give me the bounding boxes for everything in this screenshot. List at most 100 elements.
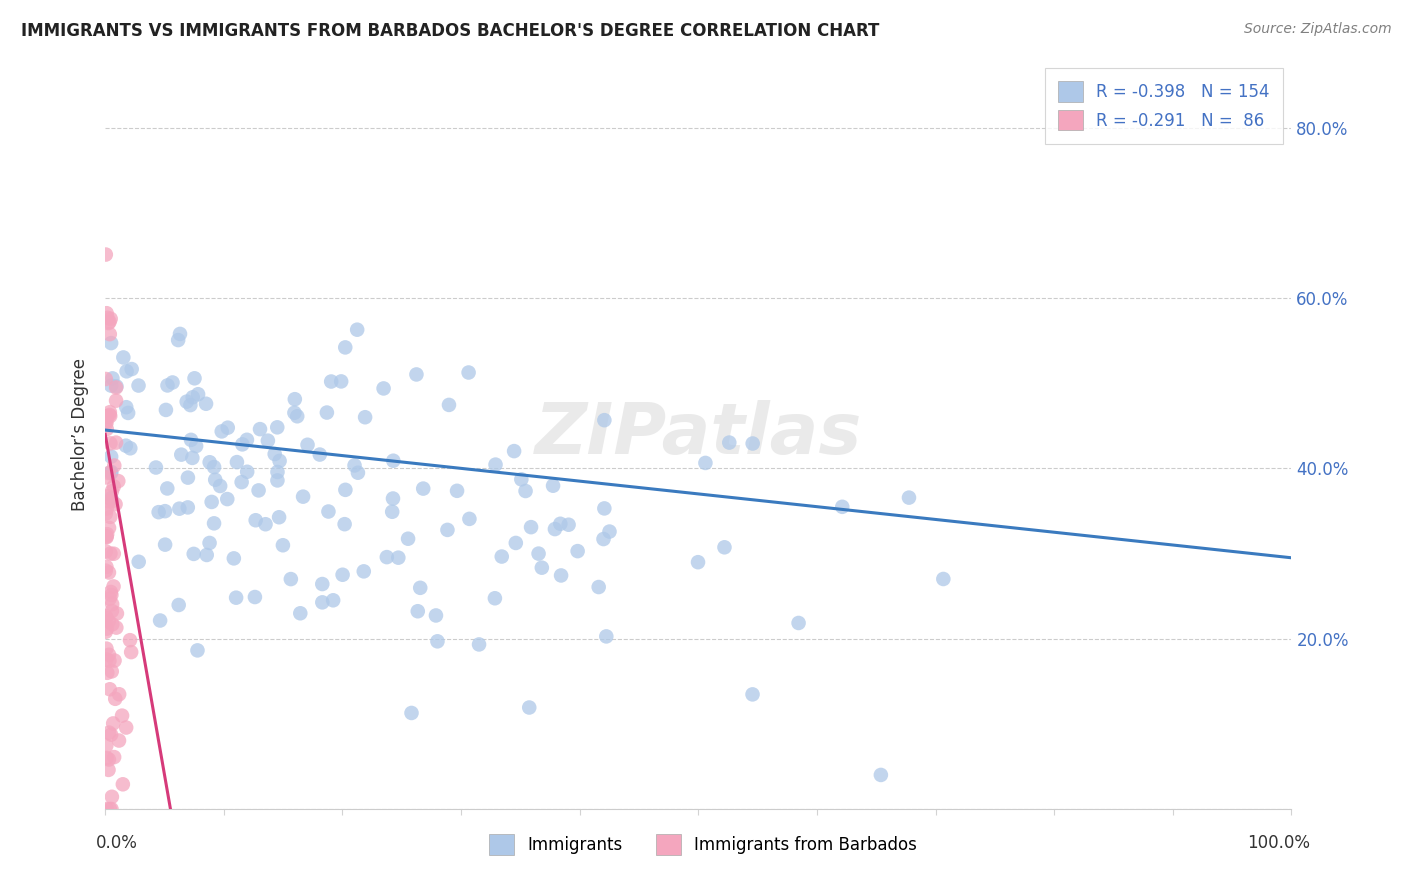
Point	[115, 364, 138, 378]
Point	[222, 551, 245, 566]
Point	[503, 444, 526, 458]
Point	[263, 447, 285, 461]
Point	[101, 789, 124, 804]
Point	[101, 617, 124, 632]
Point	[100, 436, 122, 450]
Point	[96, 560, 118, 574]
Point	[107, 474, 129, 488]
Point	[97, 489, 120, 503]
Point	[97, 316, 120, 330]
Point	[226, 455, 249, 469]
Point	[153, 504, 176, 518]
Point	[180, 433, 202, 447]
Point	[598, 524, 620, 539]
Point	[103, 547, 125, 561]
Point	[96, 416, 118, 430]
Point	[96, 527, 118, 541]
Point	[100, 802, 122, 816]
Point	[96, 751, 118, 765]
Point	[932, 572, 955, 586]
Point	[527, 547, 550, 561]
Point	[105, 607, 128, 621]
Point	[96, 306, 118, 320]
Point	[169, 501, 191, 516]
Point	[183, 371, 205, 385]
Point	[484, 591, 506, 606]
Point	[713, 541, 735, 555]
Point	[335, 340, 357, 354]
Point	[266, 465, 288, 479]
Point	[111, 777, 134, 791]
Point	[243, 590, 266, 604]
Point	[446, 483, 468, 498]
Point	[94, 564, 117, 578]
Point	[105, 393, 128, 408]
Point	[236, 465, 259, 479]
Point	[117, 406, 139, 420]
Point	[236, 433, 259, 447]
Point	[741, 687, 763, 701]
Point	[225, 591, 247, 605]
Point	[297, 438, 319, 452]
Point	[183, 547, 205, 561]
Point	[718, 435, 741, 450]
Point	[105, 435, 128, 450]
Point	[98, 648, 121, 662]
Point	[169, 326, 191, 341]
Point	[148, 505, 170, 519]
Point	[103, 654, 125, 668]
Point	[412, 482, 434, 496]
Point	[103, 479, 125, 493]
Point	[436, 523, 458, 537]
Point	[231, 437, 253, 451]
Point	[387, 550, 409, 565]
Point	[94, 544, 117, 558]
Point	[257, 434, 280, 448]
Point	[108, 733, 131, 747]
Point	[267, 510, 290, 524]
Point	[100, 491, 122, 506]
Point	[96, 652, 118, 666]
Point	[491, 549, 513, 564]
Point	[101, 484, 124, 499]
Point	[346, 323, 368, 337]
Point	[105, 380, 128, 394]
Point	[333, 517, 356, 532]
Point	[101, 604, 124, 618]
Point	[247, 483, 270, 498]
Point	[98, 409, 121, 423]
Point	[595, 629, 617, 643]
Point	[396, 532, 419, 546]
Point	[121, 362, 143, 376]
Point	[94, 247, 117, 261]
Point	[97, 614, 120, 628]
Point	[98, 654, 121, 668]
Point	[100, 585, 122, 599]
Point	[544, 522, 567, 536]
Point	[245, 513, 267, 527]
Point	[202, 460, 225, 475]
Point	[177, 470, 200, 484]
Point	[593, 501, 616, 516]
Point	[343, 458, 366, 473]
Point	[96, 665, 118, 680]
Point	[98, 315, 121, 329]
Point	[405, 368, 427, 382]
Point	[897, 491, 920, 505]
Point	[153, 538, 176, 552]
Point	[458, 512, 481, 526]
Point	[204, 473, 226, 487]
Point	[347, 466, 370, 480]
Point	[311, 595, 333, 609]
Point	[100, 728, 122, 742]
Point	[115, 721, 138, 735]
Point	[510, 472, 533, 486]
Point	[120, 645, 142, 659]
Point	[198, 455, 221, 469]
Point	[120, 442, 142, 456]
Point	[831, 500, 853, 514]
Point	[308, 448, 330, 462]
Point	[195, 548, 218, 562]
Point	[318, 504, 340, 518]
Point	[592, 532, 614, 546]
